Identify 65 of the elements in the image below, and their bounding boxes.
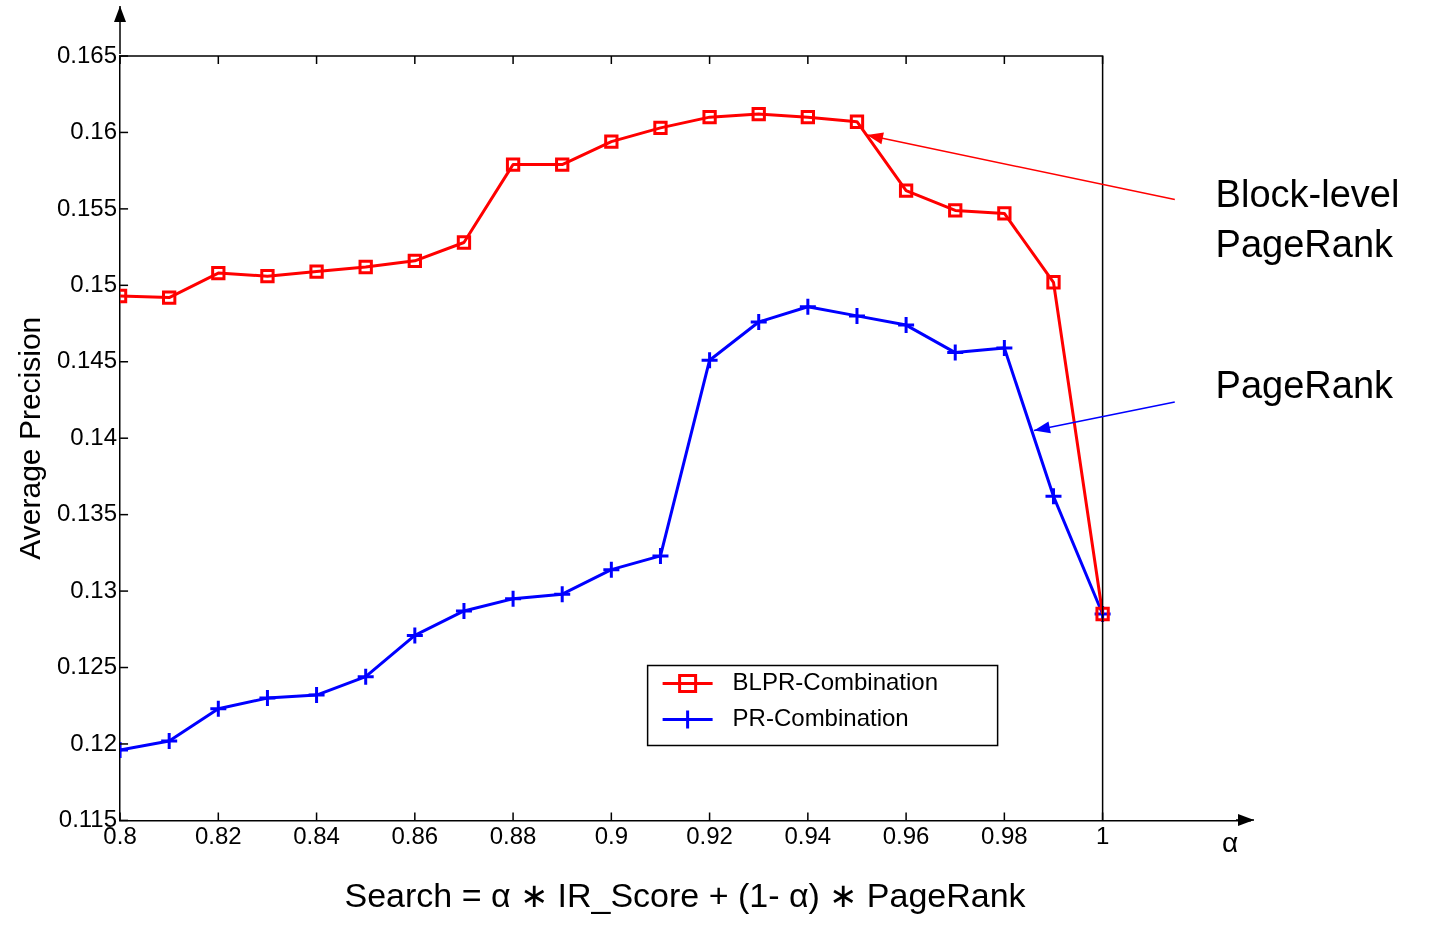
point <box>456 235 472 250</box>
point <box>1046 275 1061 290</box>
y-tick-label: 0.13 <box>70 575 118 603</box>
point <box>358 259 373 275</box>
y-tick-label: 0.16 <box>70 117 118 145</box>
x-tick-label: 0.92 <box>686 822 733 850</box>
annotation: Block-level PageRank <box>1215 173 1400 266</box>
point <box>751 106 766 122</box>
point <box>503 589 523 609</box>
point <box>405 625 425 645</box>
text: α <box>1222 827 1239 859</box>
x-tick-label: 0.9 <box>594 822 629 850</box>
point <box>555 157 570 172</box>
point <box>159 731 179 751</box>
point <box>257 688 277 708</box>
point <box>1043 486 1063 506</box>
y-tick-label: 0.125 <box>57 652 118 680</box>
legend-label: PR-Combination <box>732 704 909 732</box>
point <box>208 699 228 719</box>
point <box>849 114 865 129</box>
x-tick-label: 0.84 <box>293 822 340 850</box>
point <box>948 203 963 218</box>
point <box>309 264 324 279</box>
y-tick-label: 0.12 <box>70 728 118 756</box>
point <box>650 546 670 566</box>
point <box>896 315 916 335</box>
point <box>211 265 226 281</box>
point <box>994 338 1014 358</box>
x-tick-label: 0.98 <box>981 822 1028 850</box>
point <box>798 297 818 317</box>
x-tick-label: 1 <box>1095 822 1110 850</box>
legend-label: BLPR-Combination <box>732 668 939 696</box>
point <box>162 290 177 305</box>
x-tick-label: 0.96 <box>882 822 930 850</box>
point <box>749 312 769 332</box>
point <box>702 110 717 125</box>
point <box>505 157 521 172</box>
x-tick-label: 0.94 <box>784 822 832 850</box>
point <box>847 306 867 326</box>
point <box>700 350 720 370</box>
point <box>260 268 275 284</box>
y-tick-label: 0.155 <box>57 193 118 221</box>
x-tick-label: 0.86 <box>391 822 439 850</box>
y-tick-label: 0.145 <box>57 346 118 374</box>
point <box>898 183 914 198</box>
point <box>454 601 474 621</box>
annotation: PageRank <box>1215 364 1395 407</box>
point <box>945 343 965 363</box>
x-tick-label: 0.88 <box>489 822 537 850</box>
y-tick-label: 0.135 <box>57 499 118 527</box>
y-axis-title: Average Precision <box>13 316 47 560</box>
x-tick-label: 0.82 <box>194 822 242 850</box>
point <box>307 685 327 705</box>
point <box>653 120 668 136</box>
point <box>800 110 816 125</box>
x-axis-title: Search = α ∗ IR_Score + (1- α) ∗ PageRank <box>344 875 1027 914</box>
point <box>601 560 621 580</box>
y-tick-label: 0.14 <box>70 422 118 450</box>
point <box>997 206 1012 221</box>
y-tick-label: 0.165 <box>57 40 118 68</box>
point <box>407 253 422 269</box>
point <box>604 134 619 149</box>
point <box>356 667 376 687</box>
y-tick-label: 0.15 <box>70 269 118 297</box>
point <box>552 584 572 604</box>
